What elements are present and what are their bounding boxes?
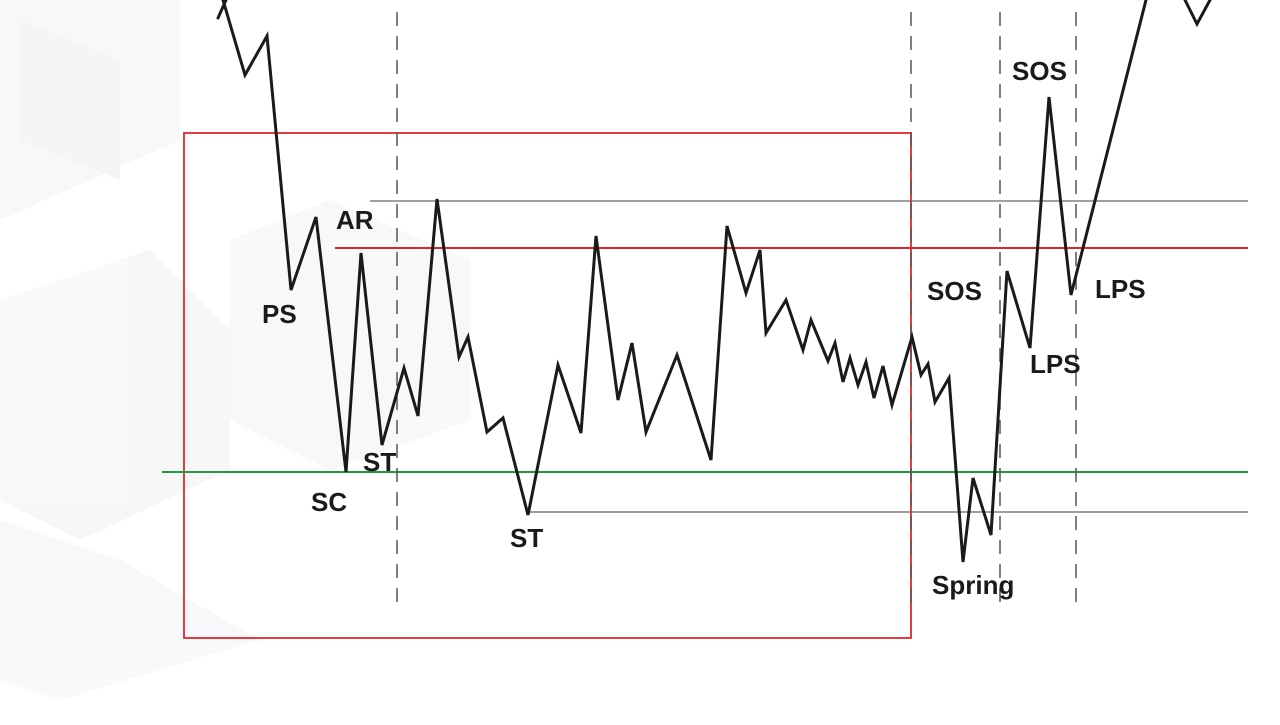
price-path-exit: [1183, 0, 1212, 28]
label-lps-2: LPS: [1095, 274, 1146, 304]
label-lps-1: LPS: [1030, 349, 1081, 379]
label-ar: AR: [336, 205, 374, 235]
label-st-2: ST: [510, 523, 543, 553]
label-sos-1: SOS: [927, 276, 982, 306]
phase-separators: [396, 12, 1077, 612]
label-st-1: ST: [363, 447, 396, 477]
label-spring: Spring: [932, 570, 1014, 600]
label-sc: SC: [311, 487, 347, 517]
label-ps: PS: [262, 299, 297, 329]
background-pattern: [0, 0, 470, 700]
label-sos-2: SOS: [1012, 56, 1067, 86]
price-path: [216, 0, 1148, 563]
